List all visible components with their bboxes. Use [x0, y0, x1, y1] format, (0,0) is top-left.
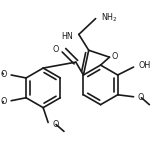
Text: OH: OH [139, 61, 151, 70]
Text: O: O [52, 120, 58, 129]
Text: NH$_2$: NH$_2$ [101, 11, 117, 24]
Text: O: O [53, 45, 59, 54]
Text: O: O [1, 70, 7, 78]
Text: O: O [1, 97, 7, 106]
Text: O: O [137, 93, 144, 102]
Text: HN: HN [61, 32, 73, 41]
Text: O: O [111, 52, 118, 61]
